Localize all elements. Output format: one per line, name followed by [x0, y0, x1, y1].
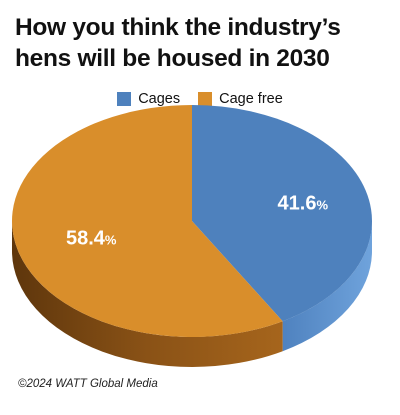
- legend-item-cages: Cages: [117, 91, 180, 107]
- pie-slice-cages: [192, 105, 373, 322]
- pie-slice-cage-free: [12, 105, 283, 337]
- legend-swatch-cages: [117, 92, 132, 106]
- pie-side-cage-free: [12, 221, 283, 367]
- legend: Cages Cage free: [0, 91, 400, 107]
- chart-title: How you think the industry’s hens will b…: [15, 14, 341, 72]
- pie-side-cages: [282, 221, 372, 352]
- legend-item-cage-free: Cage free: [198, 91, 283, 107]
- legend-label-cages: Cages: [138, 91, 181, 107]
- legend-label-cage-free: Cage free: [219, 91, 283, 107]
- legend-swatch-cage-free: [198, 92, 213, 106]
- copyright-credit: ©2024 WATT Global Media: [18, 378, 158, 390]
- data-label-cages: 41.6%: [278, 192, 329, 214]
- data-label-cage-free: 58.4%: [66, 228, 117, 250]
